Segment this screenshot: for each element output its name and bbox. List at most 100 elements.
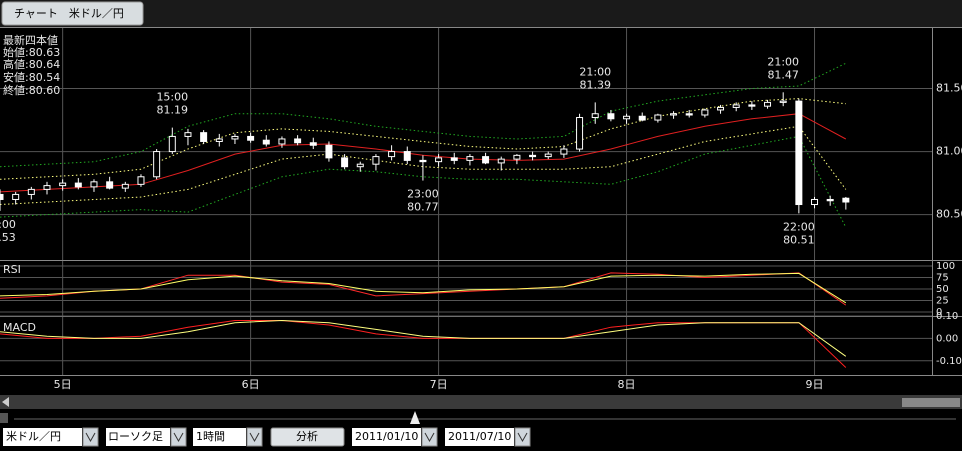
candle-body: [184, 132, 192, 137]
info-row: 高値:80.64: [3, 57, 60, 71]
x-tick-label: 8日: [618, 378, 636, 391]
select-text[interactable]: ローソク足: [108, 430, 163, 443]
tab-label[interactable]: チャート 米ドル／円: [14, 7, 124, 20]
controls: 米ドル／円 ローソク足 1時間 分析 2011/01/10 2011/07/10: [3, 427, 531, 447]
candle-body: [325, 144, 333, 159]
candles: [0, 62, 850, 228]
candle-body: [826, 198, 834, 202]
candle-body: [482, 156, 490, 164]
candle-body: [153, 151, 161, 178]
annotation-price: 80.51: [783, 233, 815, 246]
y-tick-label: 50: [936, 284, 949, 295]
arrow: [173, 432, 184, 443]
candle-body: [356, 163, 364, 168]
date-field[interactable]: [352, 428, 421, 446]
y-tick-label: -0.10: [936, 356, 962, 367]
select[interactable]: [3, 428, 82, 446]
annotation-time: 23:00: [407, 188, 439, 201]
select[interactable]: [106, 428, 170, 446]
arrow: [424, 432, 435, 443]
candle-body: [121, 183, 129, 189]
candle-body: [137, 176, 145, 185]
annotation-price: 81.39: [579, 78, 611, 91]
annotation: 15:00 81.19: [156, 91, 188, 117]
candle-body: [278, 138, 286, 145]
candle-body: [341, 157, 349, 168]
info-value: 80.60: [29, 84, 61, 97]
tab-bar: [0, 0, 962, 27]
info-row: 安値:80.54: [3, 70, 60, 84]
info-row: 終値:80.60: [3, 83, 60, 97]
x-tick-label: 6日: [242, 378, 260, 391]
candle-body: [466, 156, 474, 161]
dropdown[interactable]: [170, 427, 187, 447]
arrow: [85, 432, 96, 443]
button-label[interactable]: 分析: [296, 429, 318, 443]
candle-body: [638, 115, 646, 121]
dropdown[interactable]: [421, 427, 438, 447]
candle-body: [811, 198, 819, 206]
button[interactable]: [270, 427, 345, 447]
candle-body: [106, 181, 114, 189]
candle-body: [403, 151, 411, 161]
y-tick-label: 75: [936, 273, 949, 284]
candle-body: [544, 153, 552, 158]
candle-body: [294, 138, 302, 144]
candle-body: [842, 197, 850, 203]
select-text[interactable]: 1時間: [196, 430, 225, 443]
y-tick-label: 0.10: [936, 311, 958, 322]
y-tick-label: 80.50: [936, 208, 962, 221]
tab[interactable]: [1, 1, 144, 26]
annotation-time: 22:00: [783, 220, 815, 233]
indicator-line: [0, 319, 847, 357]
y-tick-label: 100: [936, 261, 955, 272]
y-tick-label: 81.50: [936, 82, 962, 95]
annotation: 21:00 81.47: [767, 55, 799, 81]
candle-body: [591, 113, 599, 119]
x-tick-label: 9日: [806, 378, 824, 391]
annotation-time: 21:00: [767, 55, 799, 68]
select[interactable]: [193, 428, 246, 446]
candle-body: [623, 115, 631, 120]
candle-body: [701, 109, 709, 116]
dropdown[interactable]: [246, 427, 263, 447]
candle-body: [231, 135, 239, 140]
info-value: 80.54: [29, 71, 61, 84]
candle-body: [262, 139, 270, 145]
scroll-left[interactable]: [2, 397, 9, 407]
select-text[interactable]: 米ドル／円: [6, 430, 61, 443]
annotation-time: 15:00: [156, 91, 188, 104]
indicator-line: [0, 135, 847, 228]
candle-body: [200, 132, 208, 142]
candle-body: [435, 157, 443, 163]
date-text[interactable]: 2011/01/10: [355, 430, 418, 443]
candle-body: [779, 100, 787, 103]
scroll-thumb[interactable]: [902, 398, 960, 407]
dropdown[interactable]: [82, 427, 99, 447]
info: 最新四本値 始値:80.63 高値:80.64 安値:80.54 終値:80.6…: [3, 33, 60, 97]
info-title: 最新四本値: [3, 33, 58, 47]
candle-body: [215, 138, 223, 142]
slider-thumb[interactable]: [410, 411, 420, 424]
candle-body: [732, 104, 740, 108]
candle-body: [0, 193, 4, 200]
info-label: 高値:: [3, 57, 29, 71]
date-field[interactable]: [445, 428, 514, 446]
slider-end: [0, 413, 8, 423]
dropdown[interactable]: [514, 427, 531, 447]
annotation: 21:00 81.39: [579, 65, 611, 91]
scrollbar[interactable]: [0, 395, 962, 409]
indicator-line: [0, 62, 847, 168]
date-text[interactable]: 2011/07/10: [448, 430, 511, 443]
candle-body: [607, 113, 615, 120]
y-tick-label: 0.00: [936, 333, 958, 344]
candle-body: [74, 182, 82, 188]
candle-body: [670, 113, 678, 116]
candle-body: [764, 101, 772, 107]
annotation-price: 81.47: [767, 68, 799, 81]
candle-body: [419, 159, 427, 163]
panel-title: MACD: [3, 321, 36, 334]
info-value: 80.64: [29, 58, 61, 71]
annotation: 23:00 80.77: [407, 188, 439, 214]
